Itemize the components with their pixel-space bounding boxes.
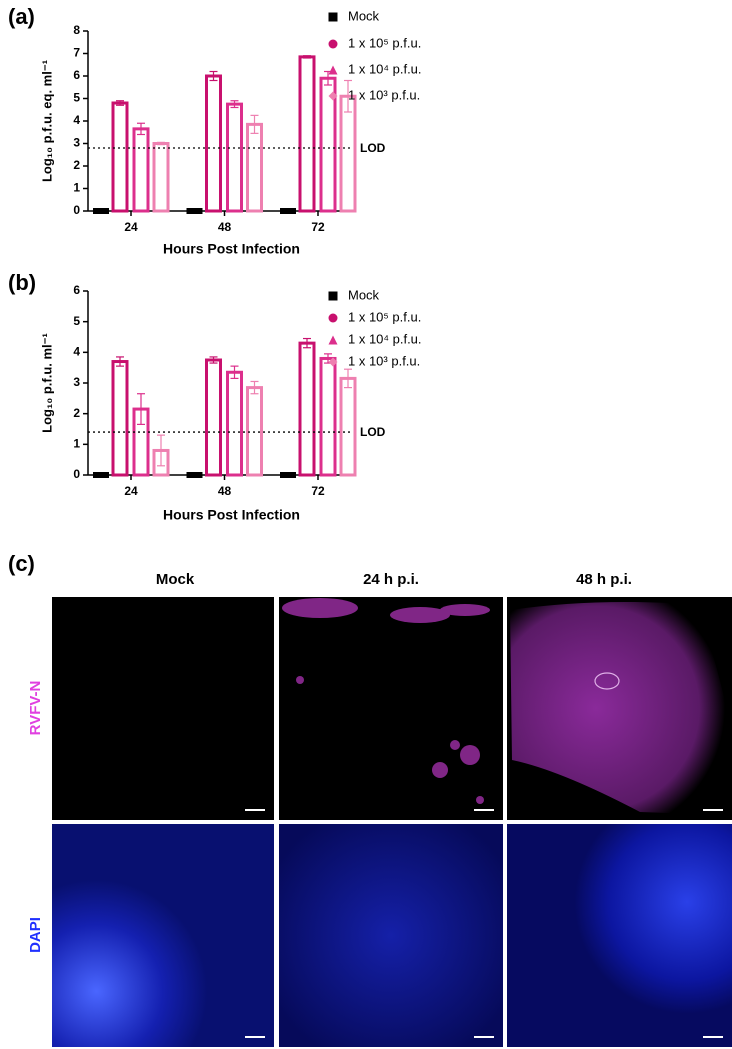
error-bar bbox=[250, 114, 259, 134]
micrograph bbox=[52, 824, 274, 1047]
signal bbox=[510, 601, 725, 815]
legend-label: 1 x 10³ p.f.u. bbox=[348, 353, 420, 368]
error-bar bbox=[209, 356, 218, 364]
x-axis-label: Hours Post Infection bbox=[163, 241, 300, 257]
y-tick-label: 3 bbox=[73, 136, 80, 150]
row-label: DAPI bbox=[27, 917, 44, 953]
y-tick-label: 0 bbox=[73, 203, 80, 217]
legend-label: 1 x 10⁴ p.f.u. bbox=[348, 331, 422, 346]
bar bbox=[319, 356, 337, 477]
micrograph bbox=[279, 597, 503, 820]
error-bar bbox=[116, 356, 124, 367]
error-bar bbox=[230, 100, 239, 109]
error-bar bbox=[230, 365, 239, 379]
y-tick-label: 3 bbox=[73, 375, 80, 389]
panel-label: (c) bbox=[8, 551, 35, 576]
x-tick-label: 48 bbox=[218, 220, 232, 234]
x-tick-label: 48 bbox=[218, 484, 232, 498]
legend-marker bbox=[328, 291, 338, 301]
panel-label: (a) bbox=[8, 4, 35, 29]
legend-marker bbox=[328, 335, 338, 345]
legend-label: 1 x 10⁴ p.f.u. bbox=[348, 61, 422, 76]
y-tick-label: 0 bbox=[73, 467, 80, 481]
column-header: 48 h p.i. bbox=[576, 571, 632, 588]
bar bbox=[298, 55, 316, 213]
micrograph bbox=[507, 824, 732, 1047]
y-tick-label: 7 bbox=[73, 46, 80, 60]
error-bar bbox=[137, 393, 145, 425]
bar bbox=[339, 376, 357, 477]
legend-marker bbox=[328, 357, 338, 367]
legend-label: 1 x 10⁵ p.f.u. bbox=[348, 35, 421, 50]
x-axis-label: Hours Post Infection bbox=[163, 507, 300, 523]
error-bar bbox=[344, 79, 352, 113]
y-tick-label: 2 bbox=[73, 406, 80, 420]
x-tick-label: 72 bbox=[311, 484, 325, 498]
legend-marker bbox=[328, 39, 338, 49]
error-bar bbox=[157, 141, 165, 146]
bar bbox=[246, 122, 263, 213]
reference-label: LOD bbox=[360, 141, 386, 155]
legend-label: 1 x 10³ p.f.u. bbox=[348, 87, 420, 102]
error-bar bbox=[157, 434, 165, 467]
scale-bars bbox=[245, 809, 723, 1038]
error-bar bbox=[209, 70, 218, 82]
bar bbox=[339, 94, 357, 213]
micrograph bbox=[52, 597, 274, 820]
error-bar bbox=[137, 122, 145, 136]
error-bar bbox=[303, 55, 311, 59]
y-axis-label: Log₁₀ p.f.u. eq. ml⁻¹ bbox=[39, 60, 54, 182]
legend-label: Mock bbox=[348, 287, 380, 302]
error-bar bbox=[250, 380, 259, 395]
row-label: RVFV-N bbox=[27, 681, 44, 736]
y-tick-label: 6 bbox=[73, 68, 80, 82]
panel-c: (c) Mock 24 h p.i. 48 h p.i. RVFV-N DAPI bbox=[8, 551, 732, 1047]
panel-label: (b) bbox=[8, 270, 36, 295]
bar bbox=[226, 102, 243, 213]
y-tick-label: 1 bbox=[73, 437, 80, 451]
y-tick-label: 4 bbox=[73, 113, 80, 127]
micrograph bbox=[279, 824, 503, 1047]
reference-label: LOD bbox=[360, 425, 386, 439]
legend-marker bbox=[328, 313, 338, 323]
legend-marker bbox=[328, 91, 338, 101]
x-tick-label: 24 bbox=[124, 220, 138, 234]
bar bbox=[298, 341, 316, 477]
feature bbox=[594, 672, 620, 690]
error-bar bbox=[303, 337, 311, 349]
y-tick-label: 5 bbox=[73, 314, 80, 328]
y-tick-label: 2 bbox=[73, 158, 80, 172]
legend-marker bbox=[328, 12, 338, 22]
bar bbox=[205, 358, 222, 477]
y-tick-label: 6 bbox=[73, 283, 80, 297]
y-tick-label: 1 bbox=[73, 181, 80, 195]
y-tick-label: 5 bbox=[73, 91, 80, 105]
x-tick-label: 24 bbox=[124, 484, 138, 498]
error-bar bbox=[116, 100, 124, 106]
column-header: Mock bbox=[156, 571, 195, 588]
legend-label: Mock bbox=[348, 8, 380, 23]
x-tick-label: 72 bbox=[311, 220, 325, 234]
bar bbox=[152, 142, 170, 213]
legend-label: 1 x 10⁵ p.f.u. bbox=[348, 309, 421, 324]
signal bbox=[282, 598, 490, 804]
y-tick-label: 8 bbox=[73, 23, 80, 37]
y-tick-label: 4 bbox=[73, 345, 80, 359]
y-axis-label: Log₁₀ p.f.u. ml⁻¹ bbox=[39, 333, 54, 433]
bar bbox=[246, 386, 263, 477]
bar bbox=[111, 360, 129, 477]
bar bbox=[205, 74, 222, 213]
column-header: 24 h p.i. bbox=[363, 571, 419, 588]
bar bbox=[226, 370, 243, 477]
bar bbox=[132, 127, 150, 213]
bar bbox=[111, 101, 129, 213]
error-bar bbox=[344, 368, 352, 389]
legend-marker bbox=[328, 65, 338, 75]
